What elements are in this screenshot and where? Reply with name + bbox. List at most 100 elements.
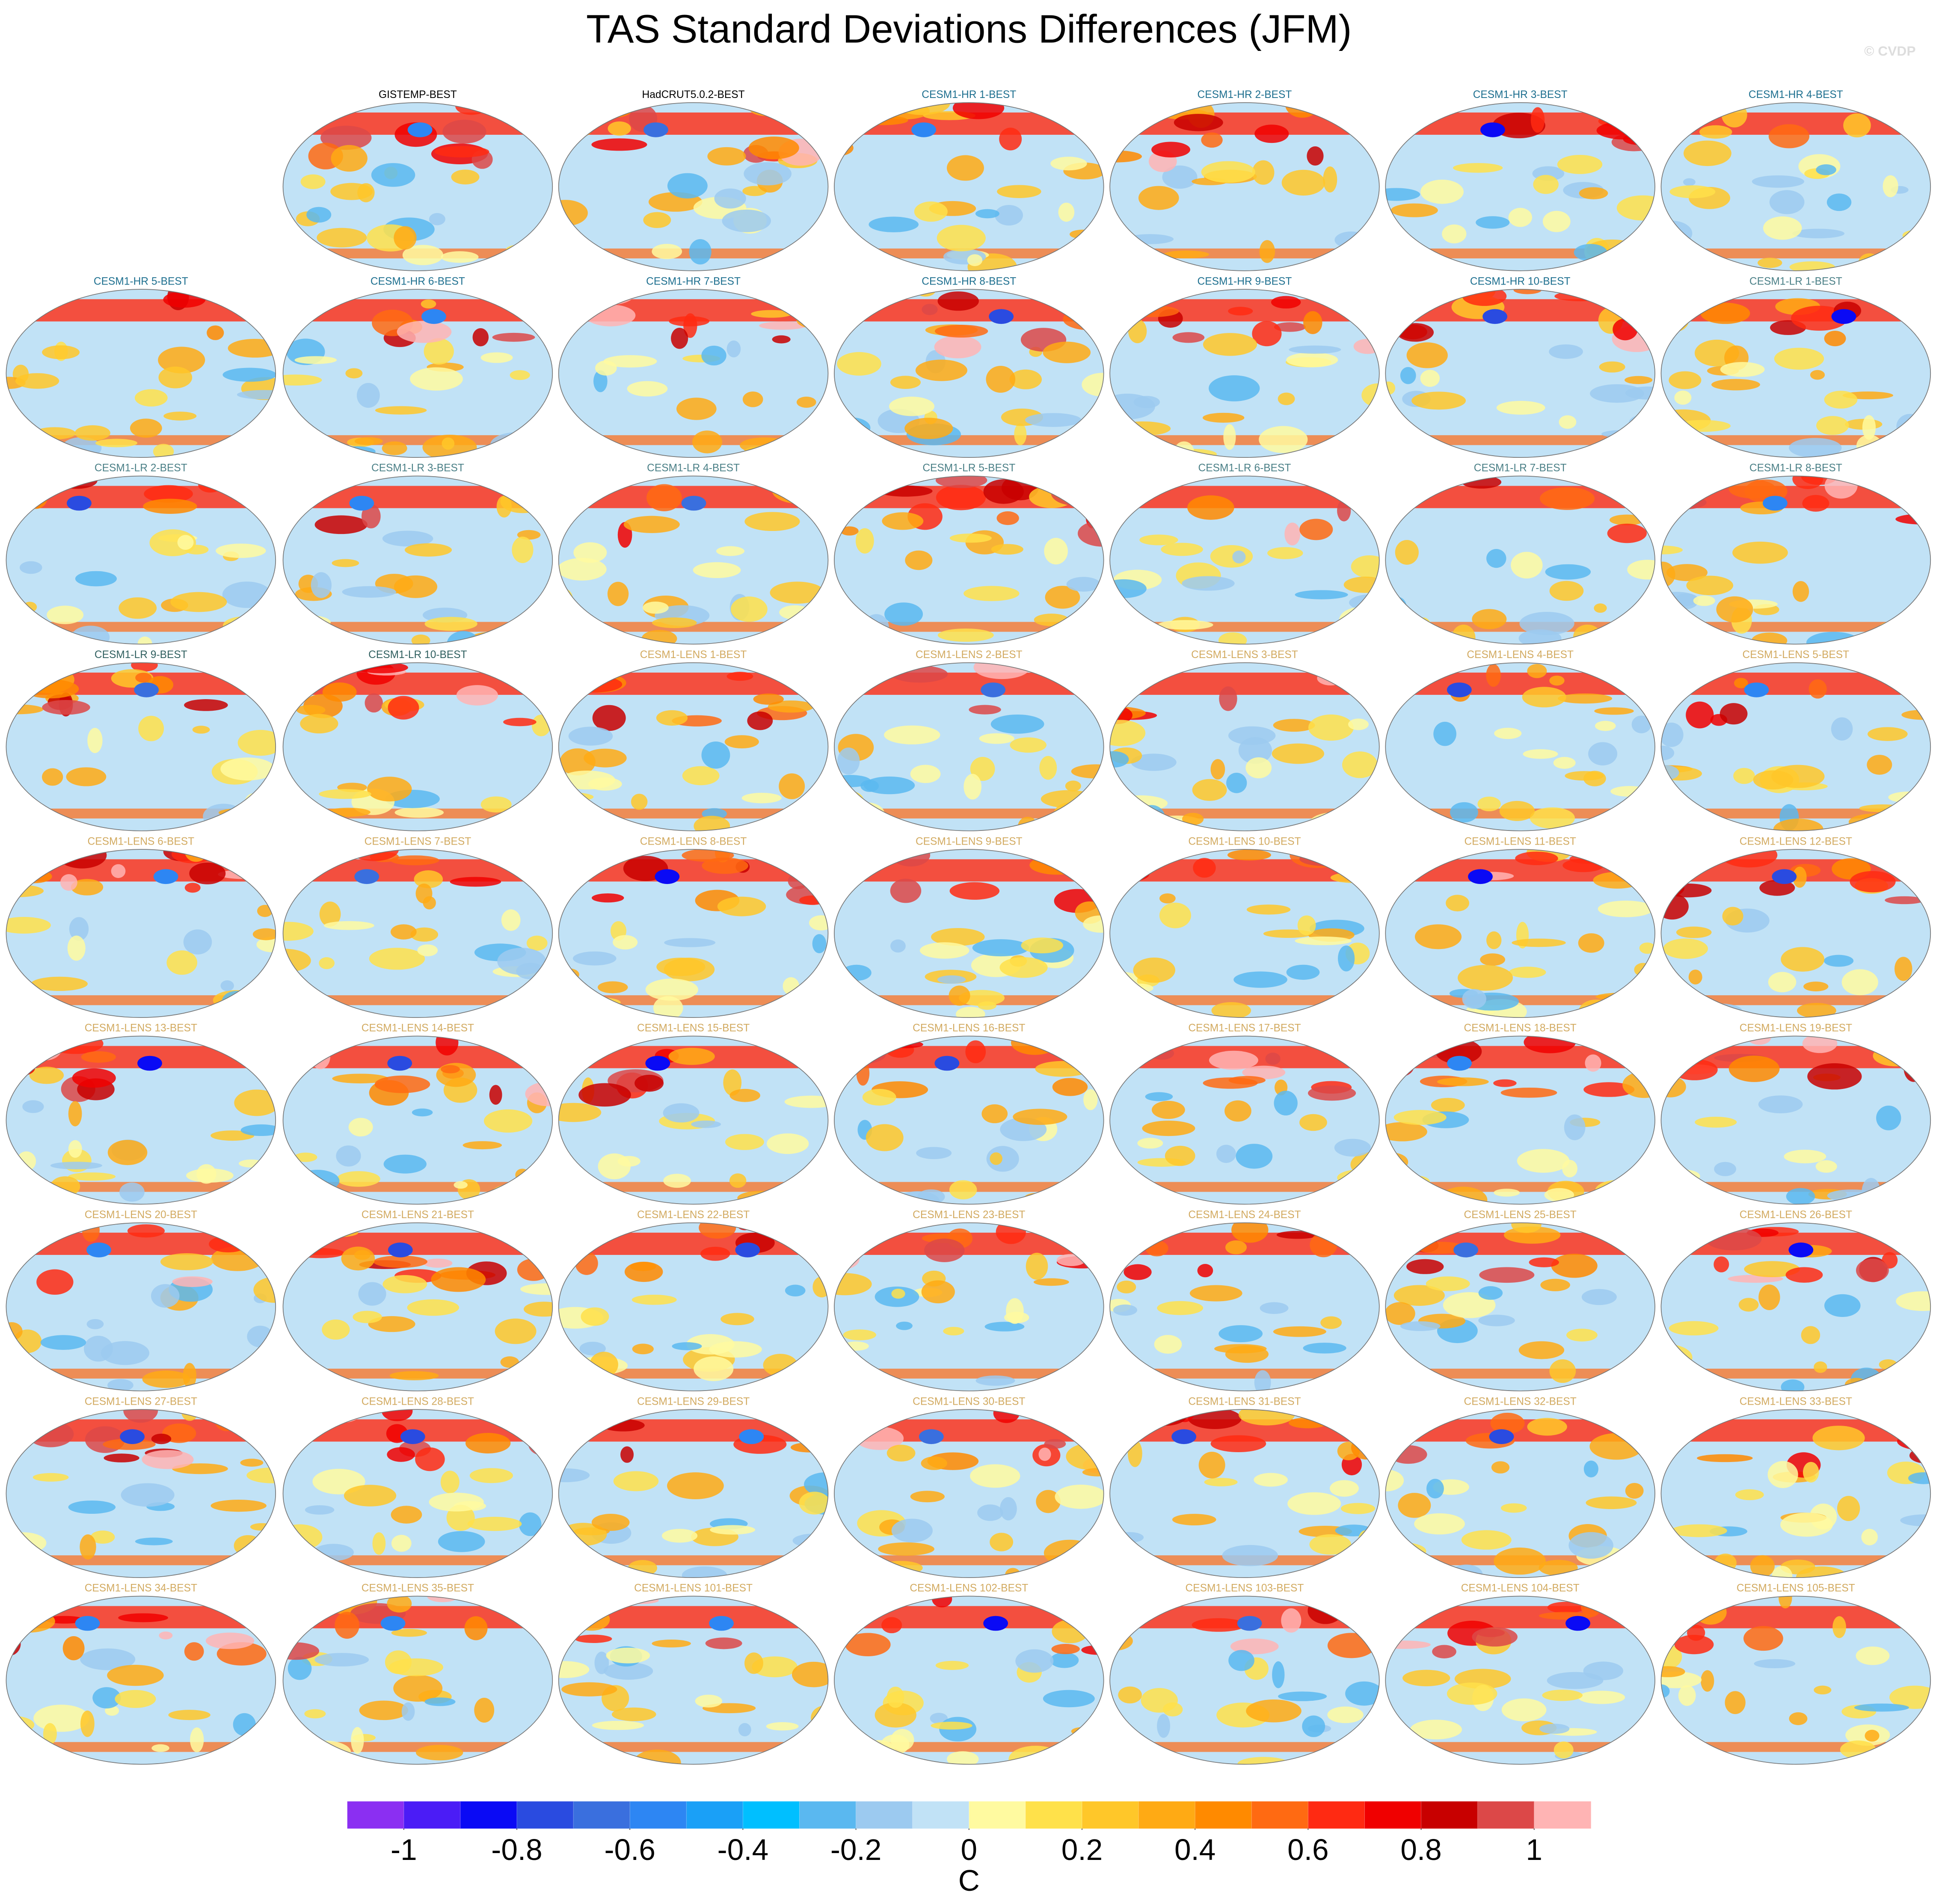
south-band <box>834 435 1104 445</box>
anomaly-blob <box>394 807 444 818</box>
anomaly-blob <box>558 1596 597 1606</box>
anomaly-blob <box>841 964 872 981</box>
anomaly-blob <box>131 662 158 672</box>
anomaly-blob <box>1630 494 1655 508</box>
map-outline <box>1109 849 1380 1018</box>
anomaly-blob <box>1722 907 1743 926</box>
map-field <box>1661 1222 1931 1391</box>
anomaly-blob <box>1596 849 1628 861</box>
anomaly-blob <box>17 1151 36 1171</box>
anomaly-blob <box>415 1447 445 1471</box>
map-outline <box>1109 1035 1380 1205</box>
anomaly-blob <box>631 1294 677 1305</box>
cold-blob <box>153 869 178 884</box>
colorbar-tick-label: 0 <box>961 1833 977 1866</box>
panel-label: CESM1-LENS 20-BEST <box>85 1209 197 1221</box>
map-outline <box>558 1409 829 1578</box>
anomaly-blob <box>1661 1608 1692 1636</box>
anomaly-blob <box>1271 296 1301 309</box>
anomaly-blob <box>834 1047 847 1062</box>
cold-blob <box>989 309 1014 324</box>
anomaly-blob <box>1021 937 1064 954</box>
anomaly-blob <box>710 1525 756 1535</box>
anomaly-blob <box>240 1459 264 1467</box>
anomaly-blob <box>1734 678 1748 688</box>
anomaly-blob <box>42 700 90 715</box>
anomaly-blob <box>345 368 363 379</box>
map-panel: CESM1-LENS 6-BEST <box>6 836 276 1018</box>
anomaly-blob <box>1051 480 1100 506</box>
anomaly-blob <box>1341 1503 1376 1514</box>
map-panel: CESM1-LENS 5-BEST <box>1660 649 1931 831</box>
map-panel: CESM1-LENS 11-BEST <box>1385 836 1655 1018</box>
anomaly-blob <box>66 767 107 786</box>
anomaly-blob <box>1472 1627 1518 1647</box>
cold-blob <box>1453 1243 1479 1257</box>
map-field <box>1110 1222 1379 1391</box>
anomaly-blob <box>811 1705 828 1731</box>
anomaly-blob <box>812 934 827 953</box>
anomaly-blob <box>210 637 261 644</box>
anomaly-blob <box>107 1140 148 1166</box>
colorbar-tick-label: -0.6 <box>604 1833 655 1866</box>
anomaly-blob <box>889 397 935 416</box>
anomaly-blob <box>1124 1264 1152 1280</box>
anomaly-blob <box>455 102 488 115</box>
anomaly-blob <box>484 266 510 271</box>
anomaly-blob <box>970 1464 1020 1488</box>
anomaly-blob <box>1877 621 1912 638</box>
anomaly-blob <box>1773 819 1823 831</box>
map-field <box>1661 1596 1931 1765</box>
map-field <box>1385 102 1655 271</box>
anomaly-blob <box>1661 745 1675 760</box>
panel-label: CESM1-LR 9-BEST <box>95 649 187 661</box>
panel-label: CESM1-LENS 102-BEST <box>910 1583 1028 1594</box>
anomaly-blob <box>369 948 425 970</box>
anomaly-blob <box>135 1537 173 1545</box>
anomaly-blob <box>388 696 419 720</box>
anomaly-blob <box>667 173 708 199</box>
anomaly-blob <box>1693 595 1715 606</box>
anomaly-blob <box>367 777 412 802</box>
anomaly-blob <box>454 1181 468 1189</box>
anomaly-blob <box>1637 248 1655 269</box>
anomaly-blob <box>1569 854 1604 864</box>
anomaly-blob <box>1084 684 1102 697</box>
map-outline <box>1109 1596 1380 1765</box>
anomaly-blob <box>1816 164 1836 175</box>
anomaly-blob <box>1286 352 1338 368</box>
anomaly-blob <box>1015 1649 1054 1673</box>
south-band <box>1661 995 1931 1005</box>
cold-blob <box>120 1429 145 1444</box>
anomaly-blob <box>397 320 452 343</box>
north-band <box>6 299 276 322</box>
anomaly-blob <box>115 1690 156 1708</box>
anomaly-blob <box>295 1170 340 1192</box>
colorbar-box <box>969 1801 1026 1829</box>
colorbar-tick-label: 1 <box>1526 1833 1542 1866</box>
anomaly-blob <box>943 1327 964 1336</box>
map-outline <box>1385 1222 1655 1391</box>
anomaly-blob <box>607 581 629 606</box>
anomaly-blob <box>1008 1746 1063 1765</box>
anomaly-blob <box>931 928 985 946</box>
anomaly-blob <box>356 383 380 408</box>
anomaly-blob <box>95 439 138 448</box>
anomaly-blob <box>1242 1065 1286 1080</box>
anomaly-blob <box>1419 631 1459 644</box>
anomaly-blob <box>1501 1698 1547 1722</box>
anomaly-blob <box>1675 420 1731 432</box>
south-band <box>283 1555 553 1566</box>
anomaly-blob <box>1066 577 1101 592</box>
anomaly-blob <box>1607 523 1647 543</box>
anomaly-blob <box>492 332 535 342</box>
anomaly-blob <box>1768 972 1797 993</box>
anomaly-blob <box>1110 579 1147 598</box>
anomaly-blob <box>1013 1109 1067 1125</box>
anomaly-blob <box>1902 1423 1931 1433</box>
anomaly-blob <box>434 146 489 157</box>
anomaly-blob <box>319 902 341 927</box>
anomaly-blob <box>561 1682 617 1696</box>
map-panel: CESM1-HR 9-BEST <box>1109 276 1380 458</box>
anomaly-blob <box>300 174 326 189</box>
